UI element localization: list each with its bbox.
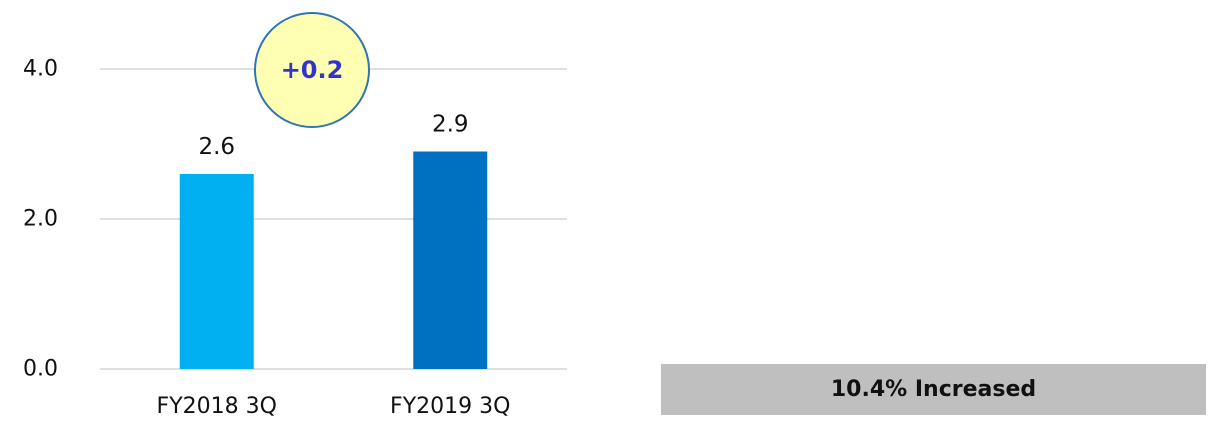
y-tick-label: 4.0 bbox=[23, 57, 58, 82]
data-label: 2.6 bbox=[198, 134, 235, 160]
x-axis-categories: FY2018 3Q FY2019 3Q bbox=[157, 394, 511, 419]
y-tick-label: 2.0 bbox=[23, 207, 58, 232]
bar bbox=[413, 151, 488, 369]
data-labels: 2.6 2.9 bbox=[198, 112, 468, 161]
category-label: FY2019 3Q bbox=[390, 394, 510, 419]
data-label: 2.9 bbox=[432, 112, 469, 138]
bars bbox=[179, 151, 488, 369]
bar bbox=[179, 174, 254, 369]
category-label: FY2018 3Q bbox=[157, 394, 277, 419]
change-bubble bbox=[254, 12, 370, 128]
summary-text: 10.4% Increased bbox=[830, 377, 1037, 402]
y-axis-ticks: 0.0 2.0 4.0 bbox=[23, 57, 58, 382]
summary-banner: 10.4% Increased bbox=[661, 364, 1206, 415]
bar-chart: 0.0 2.0 4.0 2.6 2.9 FY2018 3Q FY2019 3Q +0.2 bbox=[23, 12, 567, 419]
change-annotation: +0.2 bbox=[254, 12, 370, 128]
y-tick-label: 0.0 bbox=[23, 357, 58, 382]
change-value: +0.2 bbox=[281, 56, 344, 84]
